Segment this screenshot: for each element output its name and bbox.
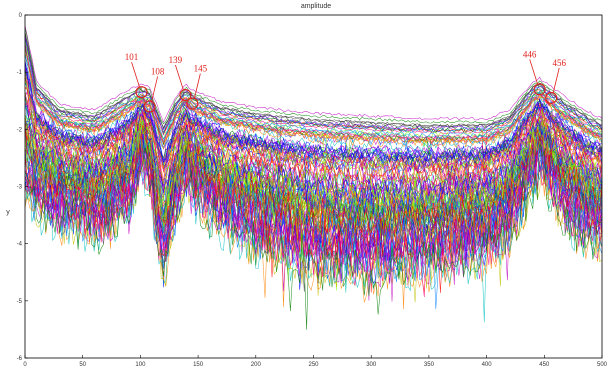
series-line bbox=[24, 59, 603, 162]
marker-layer: 101 108 139 145 446 456 bbox=[125, 49, 566, 113]
peak-leader-line bbox=[175, 64, 184, 91]
x-tick-label: 450 bbox=[539, 362, 550, 368]
series-line bbox=[24, 36, 603, 134]
peak-marker bbox=[135, 86, 148, 99]
peak-marker bbox=[533, 83, 546, 96]
peak-leader-line bbox=[193, 73, 201, 99]
series-line bbox=[24, 25, 603, 123]
series-line bbox=[24, 79, 603, 173]
peak-label: 446 bbox=[523, 49, 537, 59]
x-tick-label: 150 bbox=[193, 362, 204, 368]
x-tick-label: 0 bbox=[23, 362, 27, 368]
y-tick-label: -3 bbox=[17, 185, 23, 191]
peak-label: 101 bbox=[125, 52, 139, 62]
peak-marker bbox=[545, 91, 558, 104]
x-tick-label: 50 bbox=[79, 362, 86, 368]
x-tick-label: 250 bbox=[308, 362, 319, 368]
series-line bbox=[24, 37, 603, 136]
peak-label: 108 bbox=[151, 66, 165, 76]
series-line bbox=[24, 42, 603, 150]
series-line bbox=[24, 62, 603, 205]
series-line bbox=[24, 115, 603, 226]
series-line bbox=[24, 36, 603, 134]
y-tick-label: -4 bbox=[17, 242, 23, 248]
peak-label: 456 bbox=[552, 58, 566, 68]
y-axis-label: y bbox=[6, 209, 10, 216]
series-line bbox=[24, 119, 603, 262]
series-line bbox=[24, 41, 603, 183]
y-tick-label: -1 bbox=[17, 70, 23, 76]
series-line bbox=[24, 27, 603, 125]
series-line bbox=[24, 151, 603, 301]
y-tick-label: -2 bbox=[17, 127, 23, 133]
series-line bbox=[24, 67, 603, 164]
series-line bbox=[24, 123, 603, 248]
x-tick-label: 400 bbox=[482, 362, 493, 368]
series-line bbox=[24, 132, 603, 284]
series-line bbox=[24, 105, 603, 212]
series-line bbox=[24, 79, 603, 191]
y-tick-label: 0 bbox=[19, 13, 23, 19]
y-tick-label: -6 bbox=[17, 356, 23, 362]
series-line bbox=[24, 49, 603, 144]
peak-leader-line bbox=[131, 62, 140, 88]
series-line bbox=[24, 127, 603, 268]
series-line bbox=[24, 36, 603, 180]
series-line bbox=[24, 114, 603, 202]
series-line bbox=[24, 43, 603, 144]
series-layer bbox=[24, 25, 603, 330]
series-line bbox=[24, 94, 603, 196]
series-line bbox=[24, 142, 603, 330]
series-line bbox=[24, 52, 603, 153]
series-line bbox=[24, 92, 603, 195]
series-line bbox=[24, 49, 603, 144]
x-tick-label: 500 bbox=[597, 362, 607, 368]
peak-label: 139 bbox=[169, 55, 183, 65]
x-tick-label: 350 bbox=[424, 362, 435, 368]
series-line bbox=[24, 46, 603, 165]
x-tick-label: 200 bbox=[251, 362, 262, 368]
chart-title: amplitude bbox=[301, 3, 331, 10]
series-line bbox=[24, 31, 603, 130]
series-line bbox=[24, 42, 603, 143]
peak-leader-line bbox=[529, 59, 539, 85]
peak-marker bbox=[143, 100, 156, 113]
series-line bbox=[24, 37, 603, 131]
peak-leader-line bbox=[552, 67, 560, 93]
peak-label: 145 bbox=[194, 64, 208, 74]
peak-marker bbox=[186, 97, 199, 110]
y-tick-label: -5 bbox=[17, 299, 23, 305]
tick-layer: 0 50 100 150 200 250 300 350 400 450 500 0 -1 -2 -3 -4 -… bbox=[17, 13, 607, 368]
x-tick-label: 100 bbox=[135, 362, 146, 368]
peak-marker bbox=[179, 88, 192, 102]
peak-leader-line bbox=[151, 76, 159, 102]
x-tick-label: 300 bbox=[366, 362, 377, 368]
series-line bbox=[24, 53, 603, 150]
